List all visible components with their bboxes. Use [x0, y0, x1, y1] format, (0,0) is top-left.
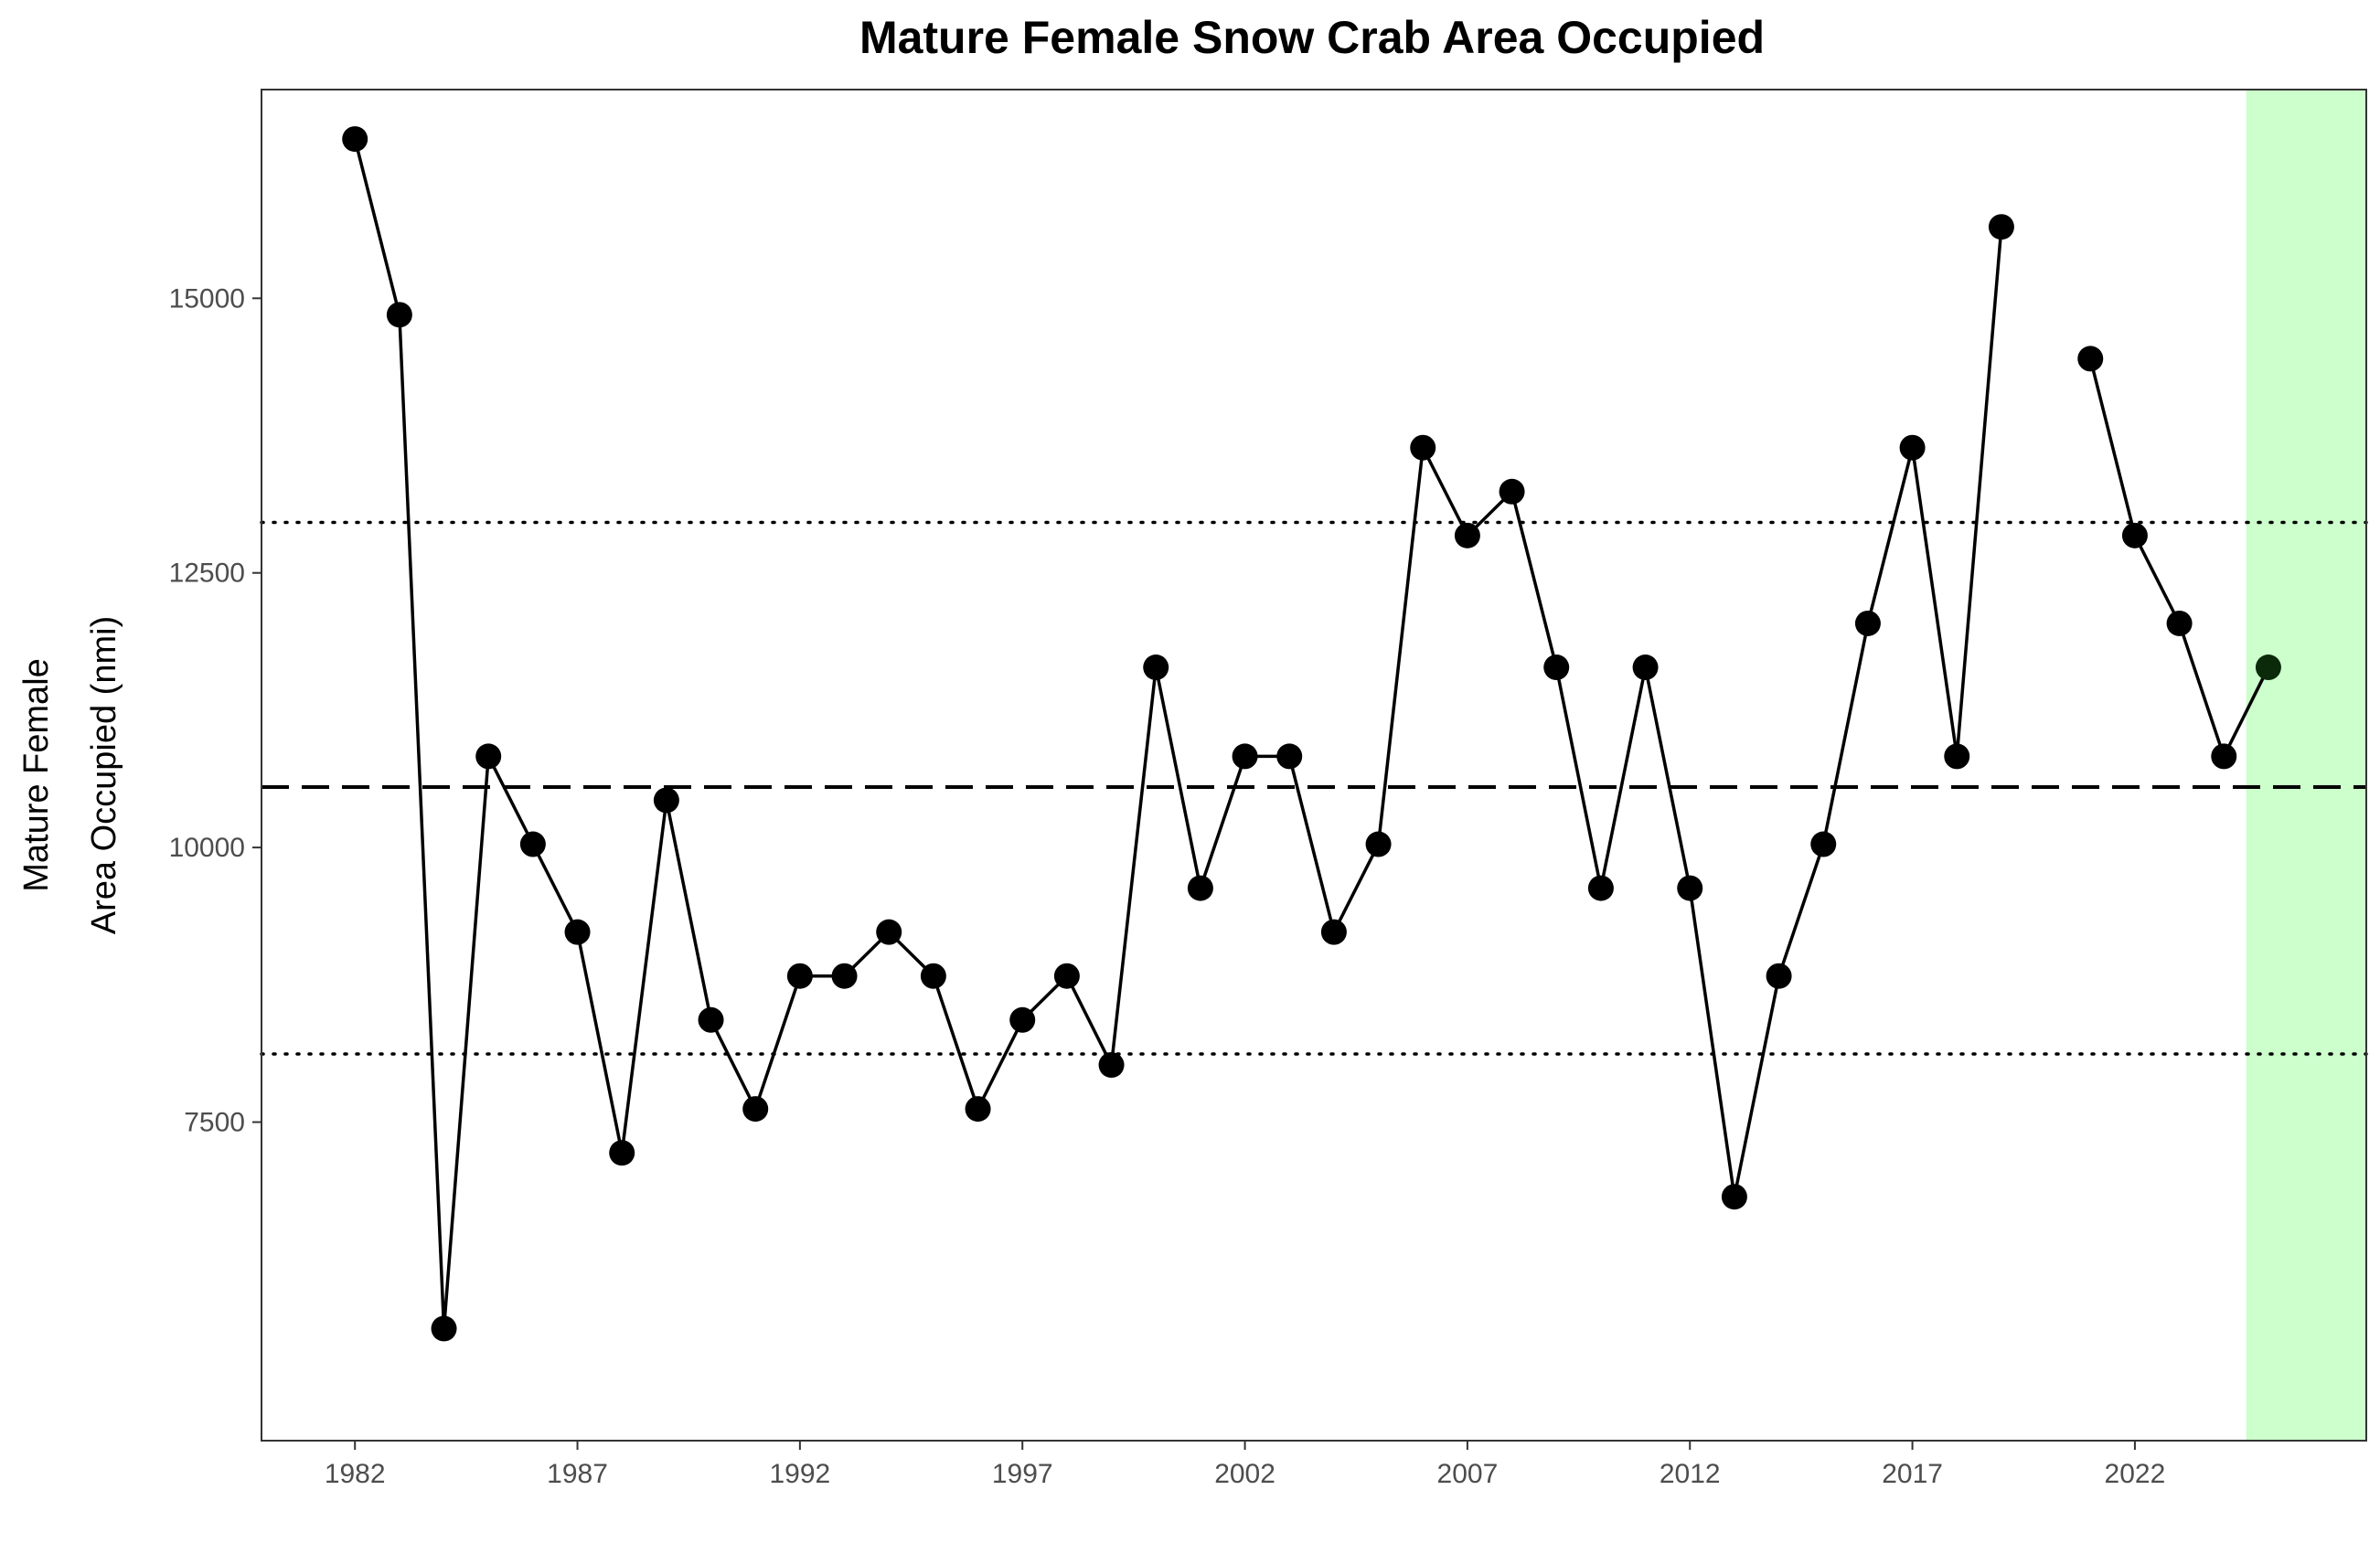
data-point-1992: [786, 963, 813, 989]
data-point-2013: [1721, 1184, 1747, 1210]
y-tick-label-15000: 15000: [169, 283, 245, 314]
data-point-1990: [698, 1006, 724, 1033]
data-point-1996: [965, 1096, 991, 1123]
x-tick-label-2012: 2012: [1660, 1459, 1721, 1489]
data-point-2024: [2211, 743, 2237, 770]
data-point-2022: [2121, 522, 2148, 548]
data-point-2017: [1899, 434, 1926, 461]
x-tick-label-2017: 2017: [1882, 1459, 1943, 1489]
data-point-1994: [876, 919, 902, 945]
data-point-2000: [1143, 655, 1169, 681]
data-point-1983: [386, 302, 412, 328]
data-point-1993: [831, 963, 858, 989]
x-tick-label-2007: 2007: [1437, 1459, 1499, 1489]
data-point-2023: [2166, 610, 2193, 636]
data-point-2019: [1988, 214, 2014, 240]
x-tick-label-2002: 2002: [1214, 1459, 1275, 1489]
series-line-segment-1: [2088, 357, 2270, 761]
x-tick-label-1982: 1982: [325, 1459, 386, 1489]
data-point-1982: [342, 126, 368, 153]
x-tick-label-1987: 1987: [547, 1459, 608, 1489]
data-point-2008: [1499, 478, 1525, 505]
data-point-2015: [1810, 831, 1837, 857]
x-tick-label-1992: 1992: [770, 1459, 831, 1489]
data-point-2006: [1410, 434, 1436, 461]
y-tick-label-12500: 12500: [169, 559, 245, 589]
plot-area: 7500 10000 12500 15000 1982 1987 1992 1997 2002 2…: [169, 89, 2368, 1489]
data-point-1984: [431, 1315, 457, 1342]
data-point-2018: [1944, 743, 1970, 770]
data-point-2007: [1454, 522, 1480, 548]
data-point-1986: [519, 831, 546, 857]
data-point-2021: [2077, 346, 2104, 372]
projection-band: [2246, 90, 2366, 1441]
data-point-2011: [1632, 655, 1659, 681]
data-point-1991: [742, 1096, 769, 1123]
data-point-2003: [1276, 743, 1303, 770]
data-point-1985: [475, 743, 502, 770]
data-point-1999: [1098, 1052, 1125, 1079]
y-axis-label-line1: Mature Female: [17, 658, 56, 892]
data-point-1989: [653, 787, 679, 814]
data-point-2009: [1543, 655, 1570, 681]
data-point-1995: [920, 963, 946, 989]
data-point-1987: [564, 919, 591, 945]
y-tick-label-7500: 7500: [184, 1108, 245, 1138]
data-point-2025: [2255, 655, 2281, 681]
data-point-2010: [1587, 875, 1614, 901]
chart-title: Mature Female Snow Crab Area Occupied: [859, 12, 1765, 63]
x-tick-label-2022: 2022: [2105, 1459, 2166, 1489]
y-axis-label-line2: Area Occupied (nmi): [85, 616, 123, 934]
data-point-1997: [1009, 1006, 1036, 1033]
data-point-2002: [1232, 743, 1258, 770]
data-point-2001: [1187, 875, 1213, 901]
data-point-2014: [1766, 963, 1792, 989]
data-point-1988: [609, 1140, 635, 1166]
data-point-2005: [1365, 831, 1392, 857]
plot-panel-border: [261, 89, 2367, 1442]
y-tick-label-10000: 10000: [169, 833, 245, 863]
data-point-2012: [1677, 875, 1703, 901]
series-line-segment-0: [353, 138, 2003, 1329]
data-point-1998: [1053, 963, 1080, 989]
data-point-2016: [1854, 610, 1881, 636]
x-tick-label-1997: 1997: [992, 1459, 1053, 1489]
data-point-2004: [1320, 919, 1347, 945]
